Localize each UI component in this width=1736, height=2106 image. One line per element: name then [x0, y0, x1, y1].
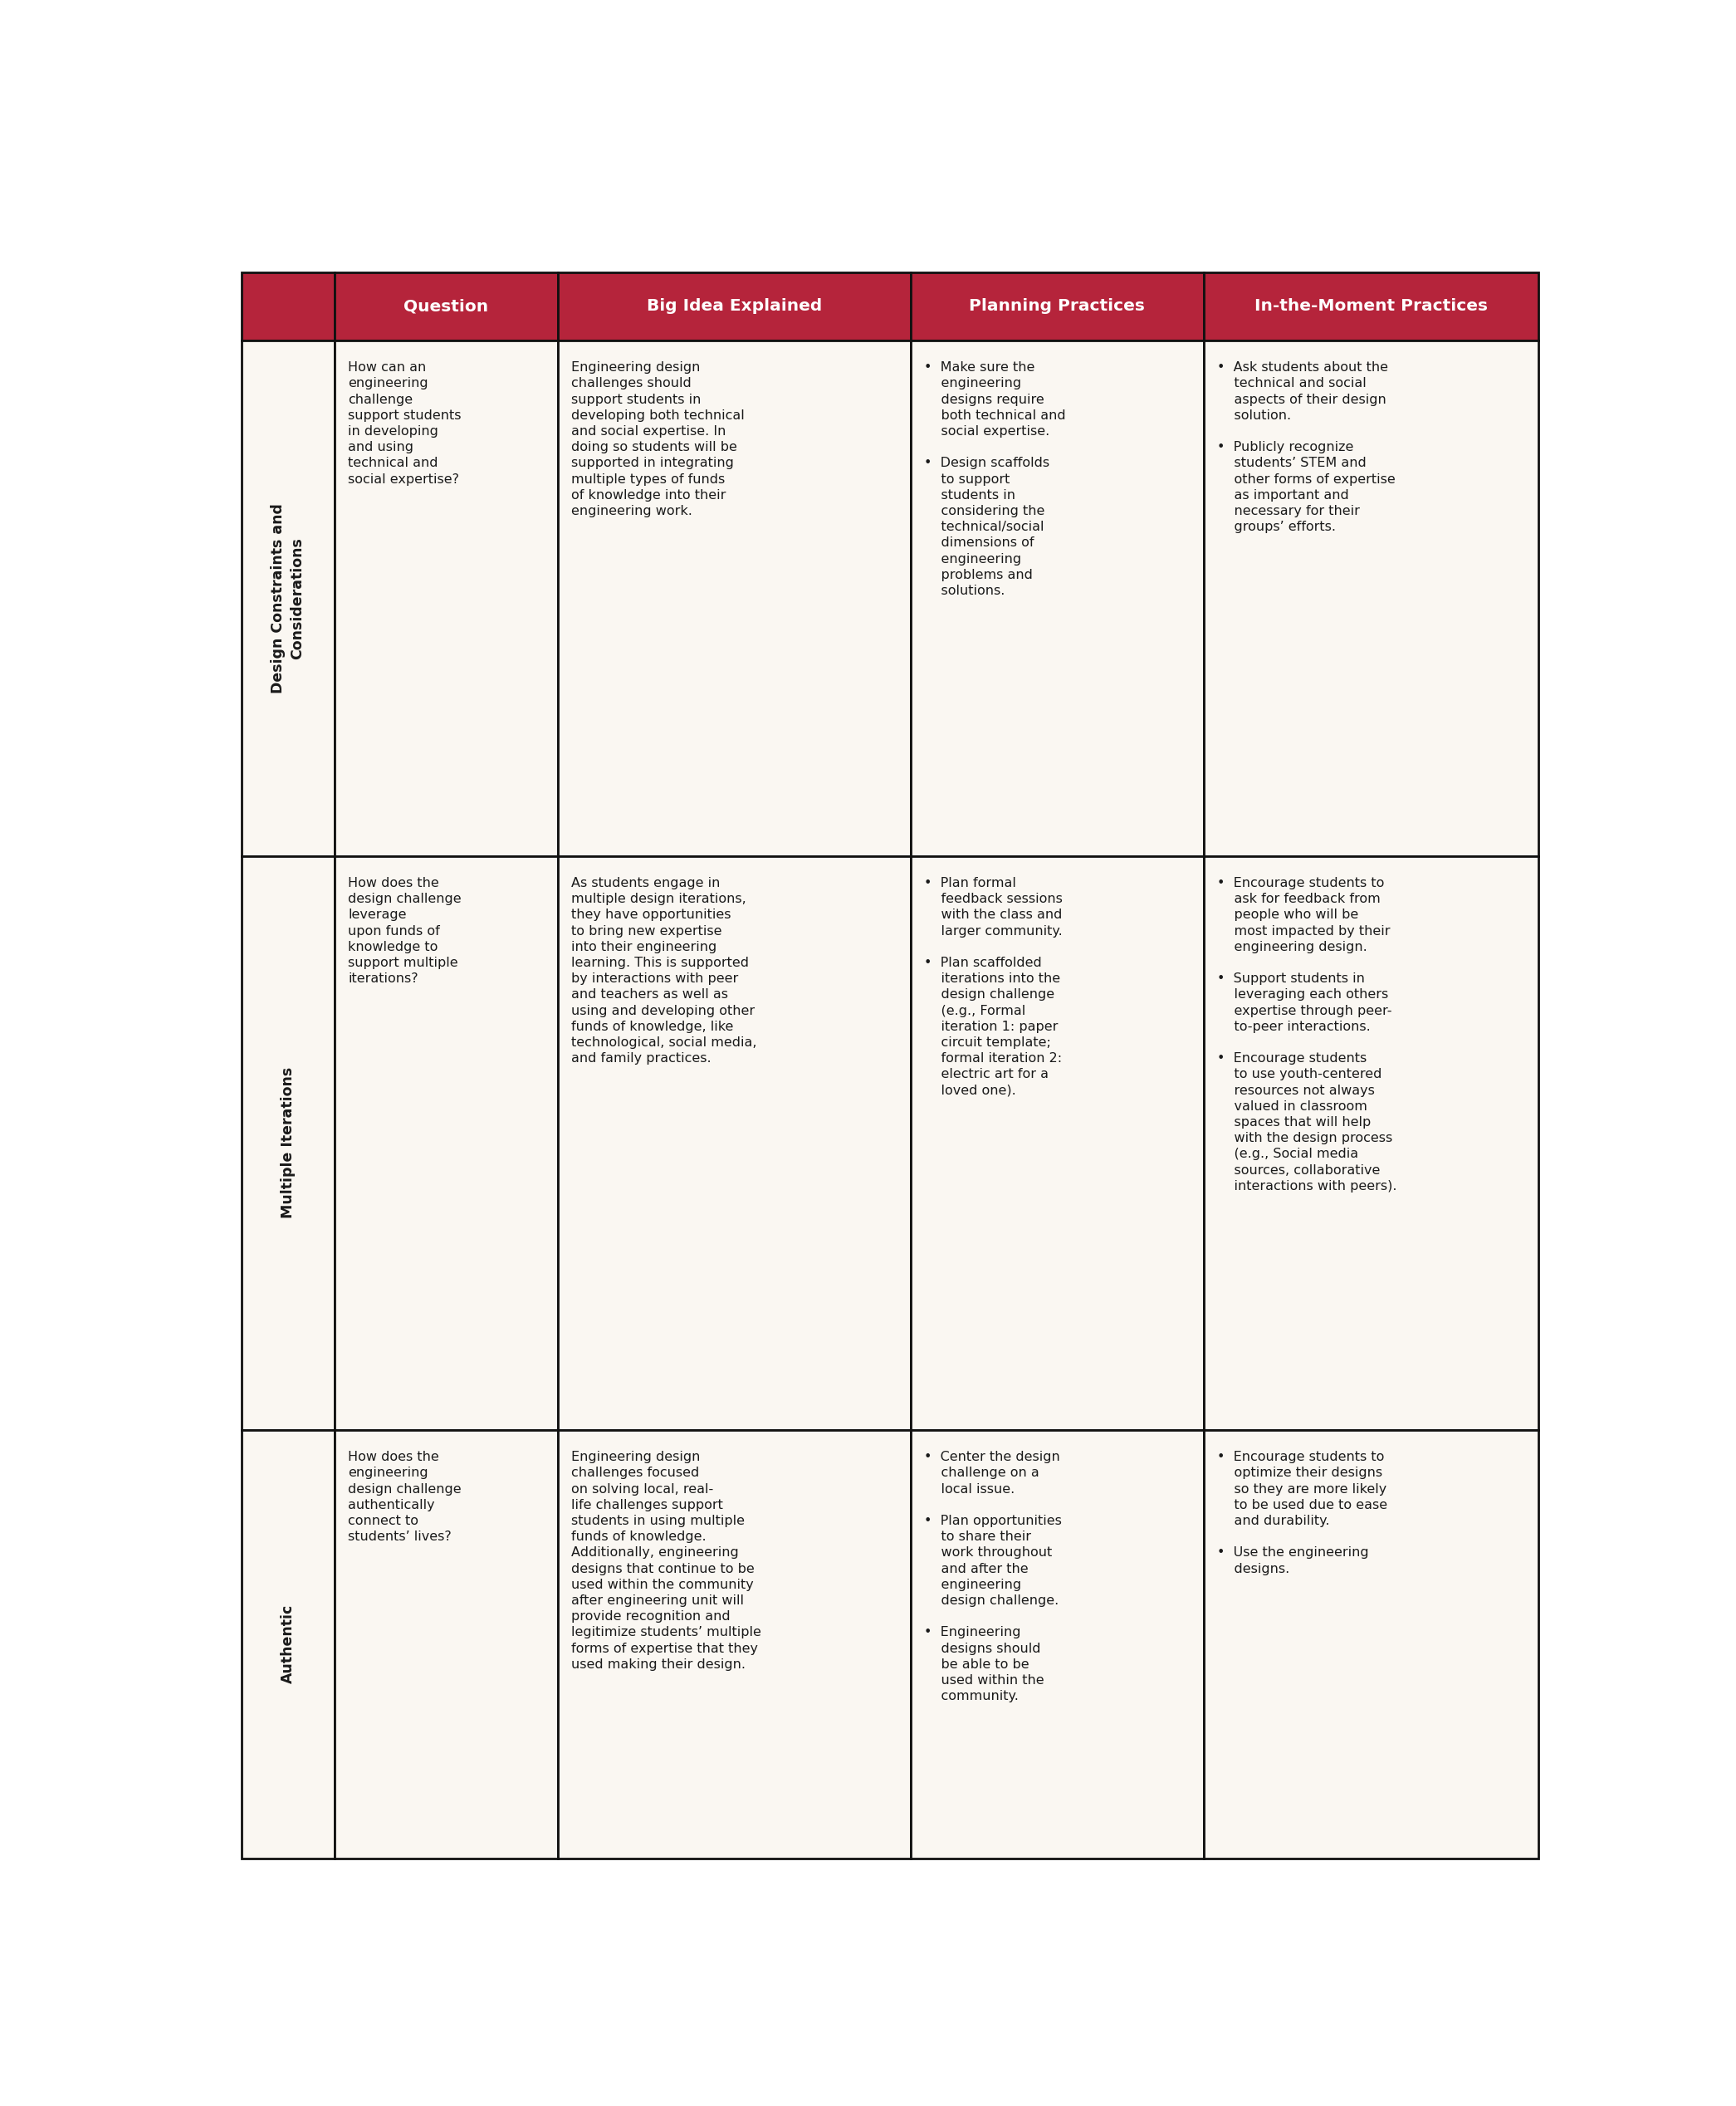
Text: Big Idea Explained: Big Idea Explained	[646, 299, 821, 314]
Text: •  Encourage students to
    optimize their designs
    so they are more likely
: • Encourage students to optimize their d…	[1217, 1451, 1387, 1575]
Text: How does the
engineering
design challenge
authentically
connect to
students’ liv: How does the engineering design challeng…	[347, 1451, 462, 1544]
Text: How can an
engineering
challenge
support students
in developing
and using
techni: How can an engineering challenge support…	[347, 362, 462, 486]
Text: In-the-Moment Practices: In-the-Moment Practices	[1253, 299, 1488, 314]
Bar	[557, 341, 910, 855]
Bar	[910, 272, 1203, 341]
Bar	[1203, 855, 1538, 1430]
Text: How does the
design challenge
leverage
upon funds of
knowledge to
support multip: How does the design challenge leverage u…	[347, 876, 462, 986]
Text: •  Plan formal
    feedback sessions
    with the class and
    larger community: • Plan formal feedback sessions with the…	[924, 876, 1062, 1097]
Bar	[335, 341, 557, 855]
Bar	[335, 1430, 557, 1857]
Text: Multiple Iterations: Multiple Iterations	[281, 1068, 295, 1219]
Bar	[335, 855, 557, 1430]
Text: Planning Practices: Planning Practices	[969, 299, 1146, 314]
Bar	[241, 272, 335, 341]
Text: Question: Question	[404, 299, 488, 314]
Text: Authentic: Authentic	[281, 1605, 295, 1683]
Text: •  Make sure the
    engineering
    designs require
    both technical and
    : • Make sure the engineering designs requ…	[924, 362, 1066, 598]
Bar	[910, 855, 1203, 1430]
Text: •  Encourage students to
    ask for feedback from
    people who will be
    mo: • Encourage students to ask for feedback…	[1217, 876, 1397, 1192]
Bar	[910, 341, 1203, 855]
Bar	[241, 855, 335, 1430]
Bar	[335, 272, 557, 341]
Bar	[557, 272, 910, 341]
Text: As students engage in
multiple design iterations,
they have opportunities
to bri: As students engage in multiple design it…	[571, 876, 757, 1066]
Bar	[1203, 1430, 1538, 1857]
Text: Design Constraints and
Considerations: Design Constraints and Considerations	[271, 503, 306, 693]
Text: •  Ask students about the
    technical and social
    aspects of their design
 : • Ask students about the technical and s…	[1217, 362, 1396, 533]
Bar	[1203, 341, 1538, 855]
Bar	[910, 1430, 1203, 1857]
Bar	[1203, 272, 1538, 341]
Bar	[241, 1430, 335, 1857]
Bar	[557, 855, 910, 1430]
Bar	[557, 1430, 910, 1857]
Text: Engineering design
challenges should
support students in
developing both technic: Engineering design challenges should sup…	[571, 362, 745, 518]
Text: •  Center the design
    challenge on a
    local issue.

•  Plan opportunities
: • Center the design challenge on a local…	[924, 1451, 1062, 1702]
Bar	[241, 341, 335, 855]
Text: Engineering design
challenges focused
on solving local, real-
life challenges su: Engineering design challenges focused on…	[571, 1451, 760, 1670]
